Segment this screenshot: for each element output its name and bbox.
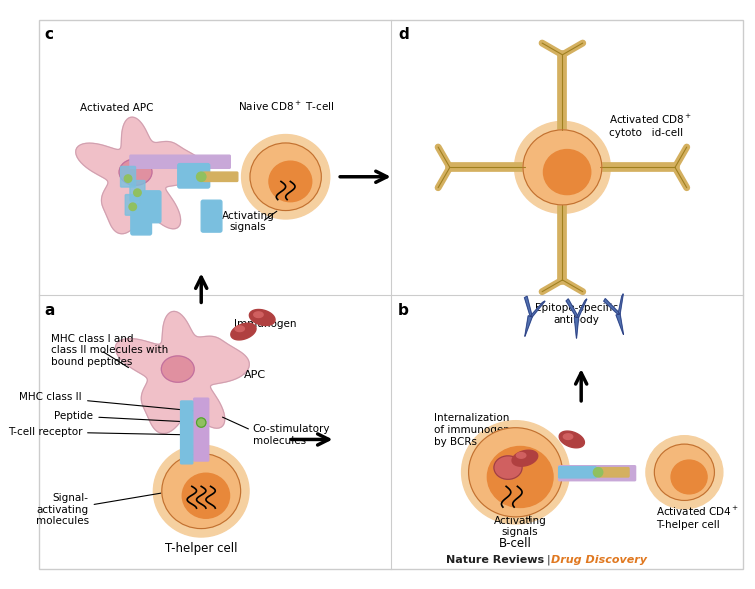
FancyBboxPatch shape [121, 167, 136, 187]
FancyBboxPatch shape [177, 164, 210, 188]
Text: Activated APC: Activated APC [80, 103, 153, 113]
Circle shape [593, 468, 602, 477]
Polygon shape [530, 301, 545, 317]
Text: a: a [45, 303, 55, 319]
Text: Epitope-specific
antibody: Epitope-specific antibody [535, 303, 618, 325]
Ellipse shape [469, 428, 562, 517]
Polygon shape [116, 312, 249, 434]
FancyBboxPatch shape [203, 172, 238, 181]
Polygon shape [559, 431, 584, 448]
Ellipse shape [162, 454, 241, 528]
Ellipse shape [515, 121, 610, 213]
Ellipse shape [671, 460, 707, 494]
Ellipse shape [494, 456, 522, 479]
Text: MHC class II: MHC class II [20, 392, 196, 411]
Polygon shape [525, 316, 532, 336]
Circle shape [196, 172, 206, 181]
Ellipse shape [544, 150, 590, 194]
FancyBboxPatch shape [559, 466, 596, 478]
Text: |: | [547, 554, 550, 565]
Ellipse shape [646, 436, 723, 509]
Polygon shape [563, 434, 573, 439]
Text: Activating
signals: Activating signals [494, 515, 547, 537]
FancyBboxPatch shape [194, 398, 208, 461]
Text: T-helper cell: T-helper cell [165, 542, 238, 555]
FancyBboxPatch shape [599, 468, 629, 477]
Circle shape [196, 418, 206, 427]
Text: d: d [398, 27, 409, 42]
Circle shape [125, 175, 132, 183]
Circle shape [134, 189, 141, 197]
Ellipse shape [119, 159, 152, 185]
Text: Signal-
activating
molecules: Signal- activating molecules [35, 487, 199, 527]
Text: b: b [398, 303, 409, 319]
Polygon shape [577, 299, 587, 317]
FancyBboxPatch shape [125, 194, 140, 215]
Text: Co-stimulatory
molecules: Co-stimulatory molecules [253, 424, 331, 445]
Polygon shape [616, 314, 624, 335]
Polygon shape [575, 317, 578, 338]
Text: Internalization
of immunogen
by BCRs: Internalization of immunogen by BCRs [434, 413, 510, 446]
Text: APC: APC [243, 370, 266, 380]
Ellipse shape [153, 445, 249, 537]
Text: Drug Discovery: Drug Discovery [551, 554, 647, 564]
Polygon shape [231, 323, 256, 340]
Ellipse shape [250, 143, 322, 210]
Polygon shape [566, 299, 578, 317]
Polygon shape [604, 299, 620, 315]
FancyBboxPatch shape [130, 155, 230, 168]
Polygon shape [512, 450, 538, 466]
FancyBboxPatch shape [180, 401, 193, 464]
Ellipse shape [242, 134, 330, 219]
Text: Activated CD8$^+$
cytoto   id-cell: Activated CD8$^+$ cytoto id-cell [609, 113, 692, 137]
Polygon shape [254, 312, 263, 317]
Ellipse shape [269, 161, 312, 201]
Polygon shape [249, 309, 275, 326]
FancyBboxPatch shape [202, 200, 222, 232]
Text: Activated CD4$^+$
T-helper cell: Activated CD4$^+$ T-helper cell [656, 505, 739, 530]
Polygon shape [618, 294, 623, 315]
Ellipse shape [488, 446, 553, 508]
Ellipse shape [461, 421, 569, 524]
Polygon shape [516, 452, 525, 458]
Text: Activating
signals: Activating signals [222, 211, 275, 232]
FancyBboxPatch shape [140, 191, 161, 223]
FancyBboxPatch shape [131, 203, 152, 235]
Text: Peptide: Peptide [54, 411, 199, 422]
Polygon shape [235, 326, 245, 332]
FancyBboxPatch shape [559, 466, 636, 481]
Ellipse shape [182, 473, 230, 518]
FancyBboxPatch shape [130, 180, 145, 201]
Text: Nature Reviews: Nature Reviews [445, 554, 544, 564]
Text: B-cell: B-cell [499, 537, 532, 550]
Text: Immunogen: Immunogen [234, 319, 297, 329]
Text: T-cell receptor: T-cell receptor [8, 427, 183, 437]
Ellipse shape [655, 444, 714, 501]
Text: Naive CD8$^+$ T-cell: Naive CD8$^+$ T-cell [238, 100, 334, 113]
Circle shape [129, 203, 137, 210]
Polygon shape [76, 117, 205, 234]
Ellipse shape [162, 356, 194, 382]
Text: c: c [45, 27, 54, 42]
Text: MHC class I and
class II molecules with
bound peptides: MHC class I and class II molecules with … [51, 334, 168, 367]
Ellipse shape [523, 130, 602, 205]
Polygon shape [525, 296, 532, 317]
